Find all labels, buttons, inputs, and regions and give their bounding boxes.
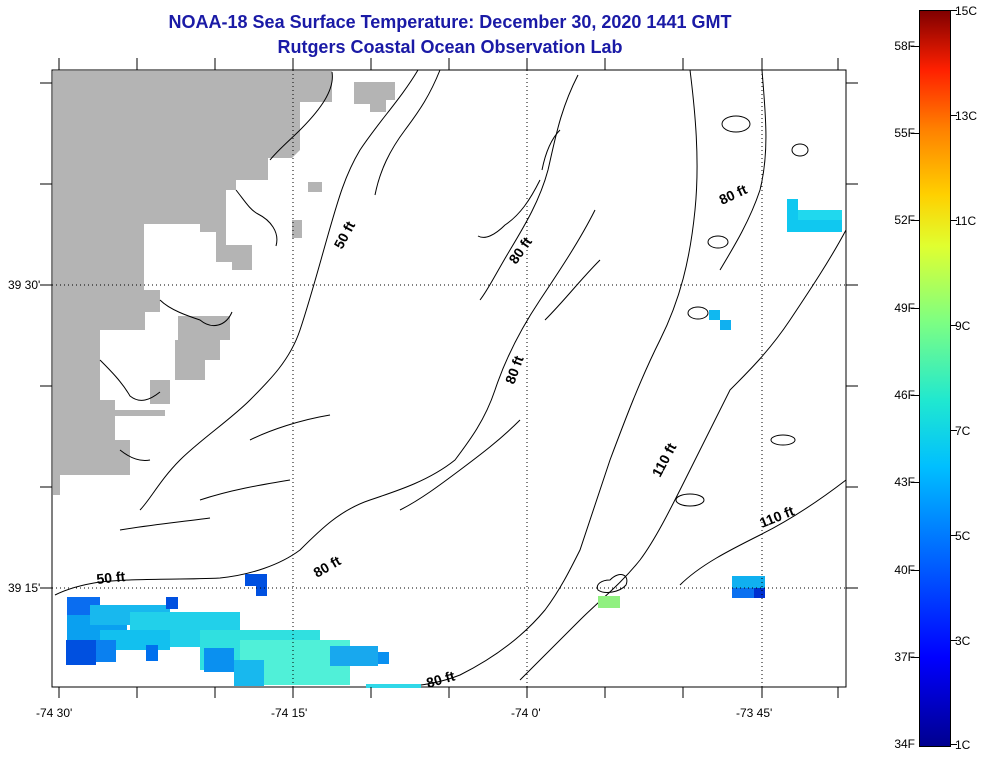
lon-label: -73 45'	[736, 706, 773, 720]
contour-label: 80 ft	[424, 667, 456, 690]
colorbar-f-label: 34F	[894, 737, 915, 751]
sst-pixels	[66, 199, 842, 688]
bathymetry-contours	[54, 69, 847, 688]
lat-label: 39 30'	[8, 278, 41, 292]
colorbar-c-label: 3C	[955, 634, 971, 648]
colorbar-c-label: 1C	[955, 738, 971, 752]
colorbar-f-label: 52F	[894, 213, 915, 227]
colorbar-c-label: 9C	[955, 319, 971, 333]
colorbar-f-label: 37F	[894, 650, 915, 664]
lon-label: -74 15'	[271, 706, 308, 720]
temperature-colorbar	[919, 10, 951, 747]
lon-label: -74 30'	[36, 706, 73, 720]
axis-ticks	[40, 58, 858, 698]
colorbar-f-label: 46F	[894, 388, 915, 402]
colorbar-f-label: 43F	[894, 475, 915, 489]
colorbar-f-label: 40F	[894, 563, 915, 577]
map-subtitle: Rutgers Coastal Ocean Observation Lab	[277, 37, 623, 57]
coastline	[99, 71, 333, 461]
colorbar-c-label: 15C	[955, 4, 978, 18]
contour-label: 50 ft	[96, 568, 127, 587]
colorbar-c-label: 5C	[955, 529, 971, 543]
land-mass	[53, 71, 395, 495]
colorbar-f-label: 58F	[894, 39, 915, 53]
lat-label: 39 15'	[8, 581, 41, 595]
lon-label: -74 0'	[511, 706, 541, 720]
colorbar-c-label: 11C	[955, 214, 977, 228]
grid-lines	[52, 70, 846, 687]
colorbar-f-label: 49F	[894, 301, 915, 315]
map-title: NOAA-18 Sea Surface Temperature: Decembe…	[168, 12, 732, 32]
colorbar-c-label: 7C	[955, 424, 971, 438]
colorbar-f-label: 55F	[894, 126, 915, 140]
colorbar-c-label: 13C	[955, 109, 978, 123]
